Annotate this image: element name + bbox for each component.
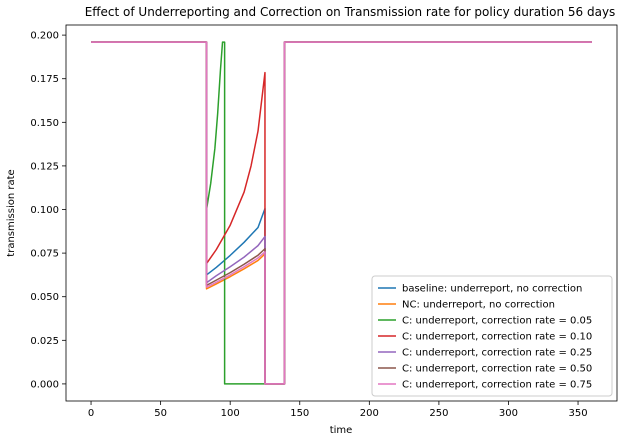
series-lines [91, 41, 592, 385]
x-tick-label: 150 [290, 408, 309, 419]
x-tick-label: 350 [568, 408, 587, 419]
series-line-7 [91, 41, 592, 385]
x-tick-label: 50 [154, 408, 167, 419]
x-tick-label: 250 [429, 408, 448, 419]
y-tick-label: 0.175 [30, 74, 59, 85]
chart-title: Effect of Underreporting and Correction … [85, 5, 616, 19]
x-tick-label: 100 [221, 408, 240, 419]
y-tick-label: 0.200 [30, 31, 59, 42]
x-tick-label: 0 [88, 408, 94, 419]
legend-item-label: C: underreport, correction rate = 0.10 [402, 332, 592, 343]
legend-box [371, 275, 613, 397]
plot-frame [65, 24, 618, 402]
x-axis-label: time [330, 425, 353, 436]
y-tick-label: 0.125 [30, 161, 59, 172]
legend-item-label: baseline: underreport, no correction [402, 284, 582, 295]
legend-item-label: C: underreport, correction rate = 0.25 [402, 348, 592, 359]
legend-item-label: NC: underreport, no correction [402, 300, 555, 311]
legend-item-label: C: underreport, correction rate = 0.05 [402, 316, 592, 327]
y-tick-label: 0.025 [30, 336, 59, 347]
y-axis-label: transmission rate [6, 169, 17, 256]
y-tick-label: 0.000 [30, 379, 59, 390]
legend-item-label: C: underreport, correction rate = 0.50 [402, 364, 592, 375]
y-tick-label: 0.150 [30, 118, 59, 129]
x-axis: 0 50 100 150 200 250 300 350 [88, 401, 588, 419]
y-tick-label: 0.075 [30, 249, 59, 260]
x-tick-label: 300 [499, 408, 518, 419]
x-tick-label: 200 [360, 408, 379, 419]
legend-item-label: C: underreport, correction rate = 0.75 [402, 380, 592, 391]
y-tick-label: 0.100 [30, 205, 59, 216]
legend: baseline: underreport, no correction NC: … [371, 275, 613, 397]
y-tick-label: 0.050 [30, 292, 59, 303]
y-axis: 0.000 0.025 0.050 0.075 0.100 0.125 0.150 0.175… [30, 31, 66, 390]
